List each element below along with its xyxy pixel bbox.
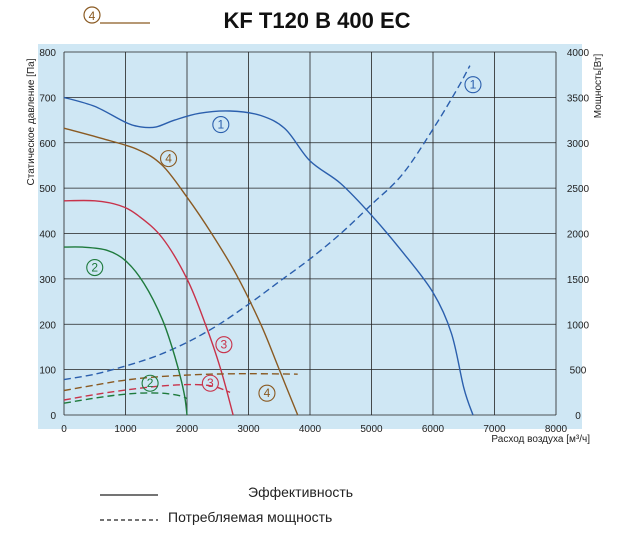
curve-marker-circle xyxy=(86,258,104,277)
x-tick-label: 6000 xyxy=(422,424,445,435)
title-marker-label: 4 xyxy=(89,9,96,23)
x-axis-label: Расход воздуха [м³/ч] xyxy=(491,434,590,445)
title-group: 4 KF T120 B 400 EC xyxy=(83,6,411,33)
curve-marker-circle xyxy=(141,374,159,392)
series-line-2-solid xyxy=(63,246,188,416)
y-tick-label: 300 xyxy=(39,275,56,286)
y-tick-label: 500 xyxy=(39,184,56,195)
y-tick-label: 400 xyxy=(39,230,56,241)
y2-tick-label: 3500 xyxy=(567,93,590,104)
y-tick-label: 800 xyxy=(39,48,56,59)
x-tick-label: 1000 xyxy=(114,424,137,435)
curve-marker-label: 2 xyxy=(91,261,98,275)
curve-marker-circle xyxy=(201,374,219,392)
y2-tick-label: 0 xyxy=(575,411,581,422)
y2-tick-label: 1500 xyxy=(567,275,590,286)
y2-tick-label: 2500 xyxy=(567,184,590,195)
curve-label-layer: 1 1 2 2 3 3 4 4 xyxy=(86,76,482,402)
curve-marker-label: 4 xyxy=(264,386,271,400)
curve-marker-circle xyxy=(215,336,233,354)
curve-marker-circle xyxy=(464,76,482,94)
x-tick-label: 2000 xyxy=(176,424,199,435)
series-line-3-dashed xyxy=(63,383,231,401)
curve-marker-label: 2 xyxy=(147,376,154,390)
chart-title: KF T120 B 400 EC xyxy=(223,8,410,33)
y2-tick-label: 1000 xyxy=(567,320,590,331)
curve-marker-circle xyxy=(160,150,178,168)
curve-marker-label: 4 xyxy=(165,152,172,166)
curve-marker-circle xyxy=(258,384,276,402)
y-tick-label: 700 xyxy=(39,93,56,104)
y-tick-label: 200 xyxy=(39,320,56,331)
y2-tick-label: 500 xyxy=(570,366,587,377)
y-tick-label: 100 xyxy=(39,366,56,377)
grid-layer xyxy=(63,51,557,416)
curve-marker-label: 3 xyxy=(207,376,214,390)
series-line-1-solid xyxy=(63,96,474,416)
series-layer xyxy=(63,65,474,416)
curve-marker-label: 3 xyxy=(221,338,228,352)
title-marker-circle xyxy=(83,6,101,24)
series-line-4-solid xyxy=(63,127,299,416)
x-tick-label: 3000 xyxy=(237,424,260,435)
x-tick-label: 5000 xyxy=(360,424,383,435)
y2-axis-label: Мощность[Вт] xyxy=(593,53,604,118)
curve-marker-circle xyxy=(212,116,230,134)
series-line-1-dashed xyxy=(63,65,471,381)
y-tick-label: 600 xyxy=(39,139,56,150)
x-tick-label: 0 xyxy=(61,424,67,435)
y2-tick-label: 4000 xyxy=(567,48,590,59)
series-line-3-solid xyxy=(63,199,234,416)
legend-solid-label: Эффективность xyxy=(248,484,353,500)
y2-tick-label: 2000 xyxy=(567,230,590,241)
x-tick-label: 7000 xyxy=(483,424,506,435)
curve-marker-label: 1 xyxy=(217,118,224,132)
curve-marker-label: 1 xyxy=(470,78,477,92)
legend: Эффективность Потребляемая мощность xyxy=(100,484,353,525)
y2-tick-label: 3000 xyxy=(567,139,590,150)
series-line-2-dashed xyxy=(63,392,188,404)
y-axis-label: Статическое давление [Па] xyxy=(26,58,37,185)
series-line-4-dashed xyxy=(63,372,298,392)
x-tick-label: 8000 xyxy=(545,424,568,435)
legend-dashed-label: Потребляемая мощность xyxy=(168,509,332,525)
y-tick-label: 0 xyxy=(50,411,56,422)
x-tick-label: 4000 xyxy=(299,424,322,435)
axes-layer: 0 1000 2000 3000 4000 5000 6000 7000 80000100200… xyxy=(39,48,589,435)
